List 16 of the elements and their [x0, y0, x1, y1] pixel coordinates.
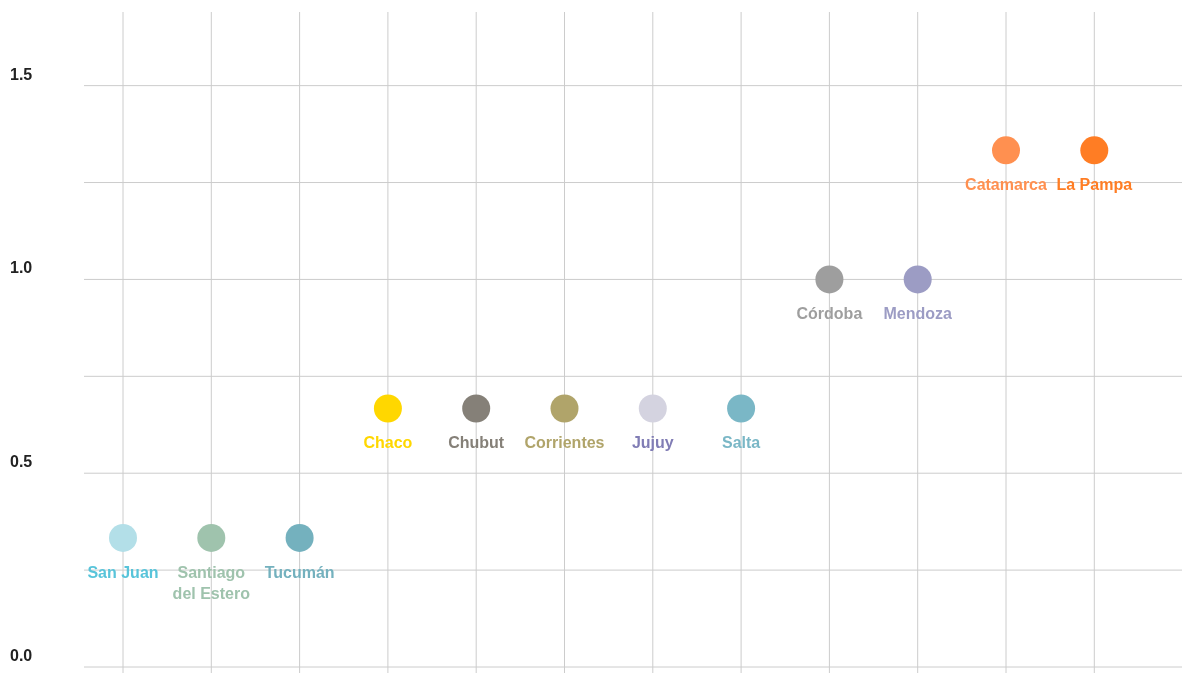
y-tick-label: 0.0 — [10, 647, 33, 664]
y-tick-label: 1.0 — [10, 259, 33, 277]
x-tick-label: Chaco — [363, 434, 413, 452]
x-tick-label: Corrientes — [524, 434, 605, 452]
x-tick-label: Córdoba — [796, 305, 863, 323]
x-tick-label: Jujuy — [631, 434, 674, 452]
y-tick-label: 0.5 — [10, 453, 33, 471]
x-tick-label: Mendoza — [883, 305, 953, 323]
x-tick-label: Salta — [721, 434, 761, 452]
x-tick-label: La Pampa — [1056, 176, 1133, 194]
x-tick-label: Chubut — [448, 434, 505, 452]
y-tick-label: 1.5 — [10, 65, 33, 83]
x-tick-label: Tucumán — [264, 563, 335, 581]
x-tick-label: Catamarca — [965, 176, 1048, 194]
x-tick-label: Santiago del Estero — [172, 563, 251, 602]
x-tick-label: San Juan — [87, 563, 159, 581]
